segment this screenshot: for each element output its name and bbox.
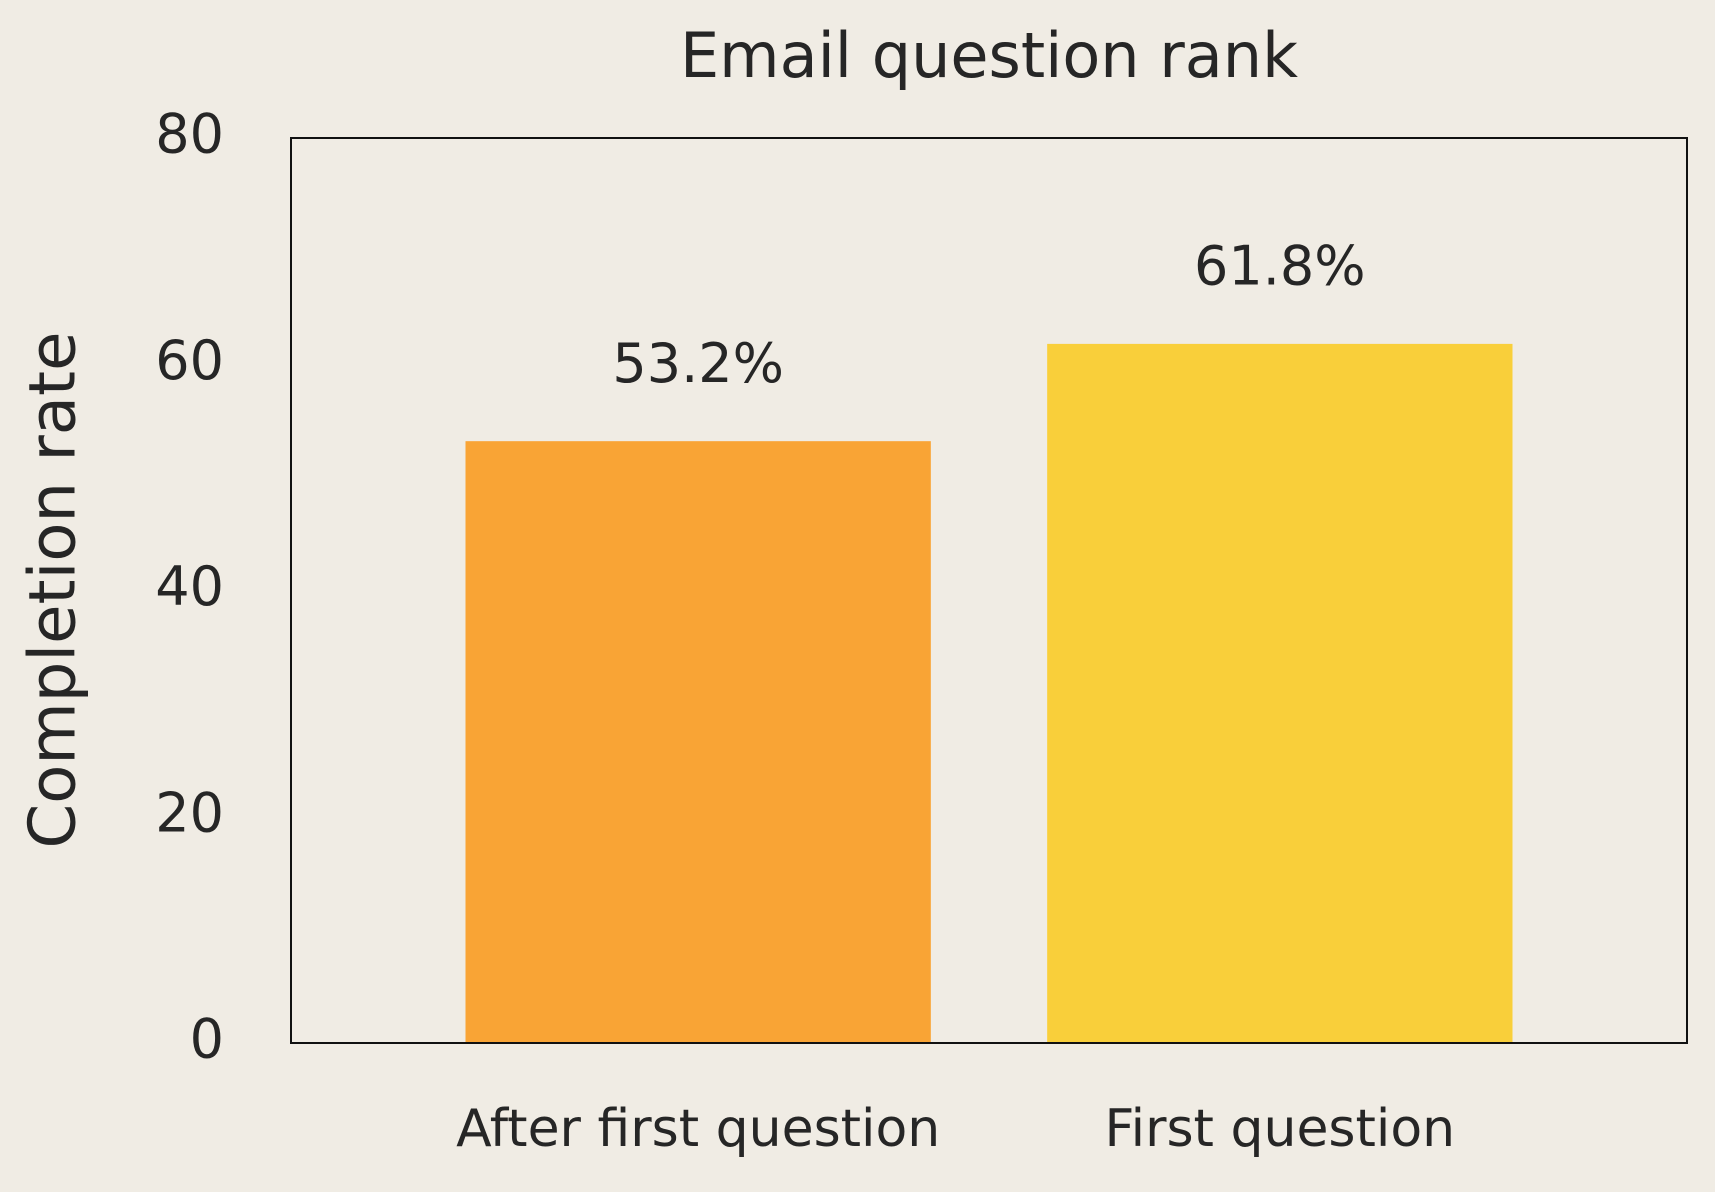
y-tick-label: 40 bbox=[155, 555, 224, 618]
y-tick-label: 60 bbox=[155, 329, 224, 392]
x-tick-label: First question bbox=[1105, 1099, 1456, 1159]
value-label: 61.8% bbox=[1194, 235, 1366, 298]
y-tick-label: 0 bbox=[190, 1008, 224, 1071]
y-axis-label: Completion rate bbox=[17, 332, 91, 849]
chart-title: Email question rank bbox=[680, 19, 1298, 92]
y-tick-label: 80 bbox=[155, 103, 224, 166]
bar bbox=[465, 441, 931, 1043]
bar bbox=[1047, 343, 1513, 1043]
value-label: 53.2% bbox=[612, 332, 784, 395]
y-tick-label: 20 bbox=[155, 781, 224, 844]
x-tick-label: After first question bbox=[456, 1099, 940, 1159]
plot-frame bbox=[290, 137, 1688, 1044]
